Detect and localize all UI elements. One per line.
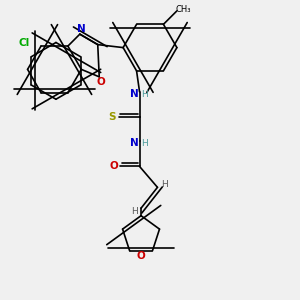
Text: H: H xyxy=(131,207,138,216)
Text: Cl: Cl xyxy=(19,38,30,47)
Text: H: H xyxy=(142,139,148,148)
Text: N: N xyxy=(130,89,139,99)
Text: O: O xyxy=(137,251,146,261)
Text: N: N xyxy=(130,138,139,148)
Text: H: H xyxy=(142,90,148,99)
Text: N: N xyxy=(77,24,86,34)
Text: S: S xyxy=(108,112,116,122)
Text: CH₃: CH₃ xyxy=(176,5,191,14)
Text: O: O xyxy=(96,77,105,87)
Text: O: O xyxy=(110,161,118,171)
Text: H: H xyxy=(161,180,167,189)
